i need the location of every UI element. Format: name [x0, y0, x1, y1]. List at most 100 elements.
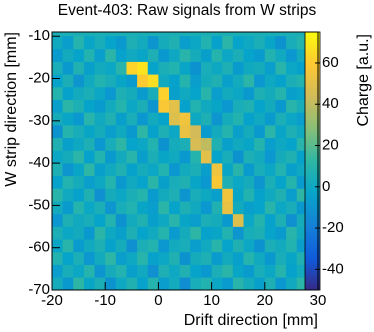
heatmap-cell — [286, 150, 298, 164]
heatmap-cell — [169, 125, 180, 139]
heatmap-cell — [296, 277, 308, 291]
heatmap-cell — [115, 74, 127, 88]
heatmap-cell — [200, 226, 212, 240]
heatmap-cell — [94, 226, 106, 240]
heatmap-cell — [286, 112, 298, 126]
heatmap-cell — [232, 239, 244, 253]
heatmap-cell — [211, 251, 223, 265]
heatmap-cell — [73, 150, 85, 164]
heatmap-cell — [254, 61, 266, 75]
heatmap-cell — [137, 226, 149, 240]
heatmap-cell — [190, 213, 202, 227]
heatmap-cell — [275, 150, 287, 164]
heatmap-cell — [222, 99, 234, 113]
heatmap-cell — [254, 251, 266, 265]
heatmap-cell — [286, 188, 298, 202]
heatmap-cell — [211, 239, 223, 253]
heatmap-cell — [254, 239, 266, 253]
heatmap-cell — [105, 188, 117, 202]
heatmap-cell — [158, 74, 170, 88]
heatmap-cell — [275, 226, 287, 240]
heatmap-cell — [243, 163, 255, 177]
heatmap-cell — [190, 137, 202, 151]
heatmap-cell — [105, 213, 117, 227]
heatmap-cell — [105, 251, 117, 265]
heatmap-cell — [232, 36, 244, 50]
heatmap-cell — [243, 61, 255, 75]
colorbar-tick-label: -40 — [322, 260, 344, 277]
heatmap-cell — [296, 86, 308, 100]
heatmap-cell — [73, 61, 85, 75]
heatmap-cell — [275, 74, 287, 88]
heatmap-cell — [275, 48, 287, 62]
heatmap-cell — [126, 251, 138, 265]
colorbar-tick-label: 40 — [322, 95, 339, 112]
heatmap-cell — [232, 74, 244, 88]
heatmap-cell — [264, 61, 276, 75]
heatmap-cell — [105, 150, 117, 164]
heatmap-cell — [222, 36, 234, 50]
heatmap-cell — [94, 61, 106, 75]
heatmap-cell — [52, 201, 63, 215]
heatmap-cell — [179, 277, 191, 291]
heatmap-cell — [286, 48, 298, 62]
heatmap-cell — [169, 201, 180, 215]
heatmap-cell — [179, 188, 191, 202]
heatmap-cell — [73, 213, 85, 227]
heatmap-cell — [275, 201, 287, 215]
heatmap-cell — [137, 163, 149, 177]
heatmap-cell — [190, 61, 202, 75]
heatmap-cell — [126, 163, 138, 177]
heatmap-cell — [147, 86, 159, 100]
heatmap-cell — [105, 239, 117, 253]
heatmap-cell — [179, 150, 191, 164]
heatmap-cell — [126, 137, 138, 151]
heatmap-cell — [115, 163, 127, 177]
heatmap-cell — [52, 99, 63, 113]
heatmap-cell — [179, 163, 191, 177]
heatmap-cell — [275, 251, 287, 265]
heatmap-cell — [94, 277, 106, 291]
heatmap-cell — [137, 61, 149, 75]
heatmap-cell — [264, 239, 276, 253]
heatmap-cell — [179, 251, 191, 265]
heatmap-cell — [158, 112, 170, 126]
heatmap-cell — [147, 99, 159, 113]
y-tick-label: -60 — [28, 239, 50, 256]
heatmap-cell — [190, 86, 202, 100]
heatmap-cell — [105, 48, 117, 62]
heatmap-cell — [169, 277, 180, 291]
heatmap-cell — [179, 36, 191, 50]
heatmap-cell — [126, 277, 138, 291]
heatmap-cell — [264, 201, 276, 215]
heatmap-cell — [190, 48, 202, 62]
heatmap-cell — [73, 251, 85, 265]
heatmap-cell — [137, 99, 149, 113]
heatmap-cell — [211, 125, 223, 139]
heatmap-cell — [52, 264, 63, 278]
heatmap-cell — [169, 137, 180, 151]
heatmap-cell — [254, 213, 266, 227]
heatmap-cell — [158, 239, 170, 253]
heatmap-cell — [73, 112, 85, 126]
heatmap-cell — [296, 137, 308, 151]
heatmap-cell — [296, 188, 308, 202]
heatmap-cell — [296, 226, 308, 240]
heatmap-cell — [73, 48, 85, 62]
heatmap-cell — [158, 163, 170, 177]
heatmap-cell — [73, 74, 85, 88]
heatmap-cell — [296, 125, 308, 139]
heatmap-cell — [62, 137, 74, 151]
y-tick-label: -20 — [28, 69, 50, 86]
heatmap-cell — [200, 188, 212, 202]
heatmap-cell — [232, 150, 244, 164]
heatmap-cell — [94, 188, 106, 202]
heatmap-cell — [147, 188, 159, 202]
heatmap-cell — [115, 112, 127, 126]
heatmap-cell — [200, 137, 212, 151]
heatmap-cell — [115, 86, 127, 100]
heatmap-cell — [62, 163, 74, 177]
heatmap-cell — [115, 48, 127, 62]
heatmap-cell — [147, 201, 159, 215]
